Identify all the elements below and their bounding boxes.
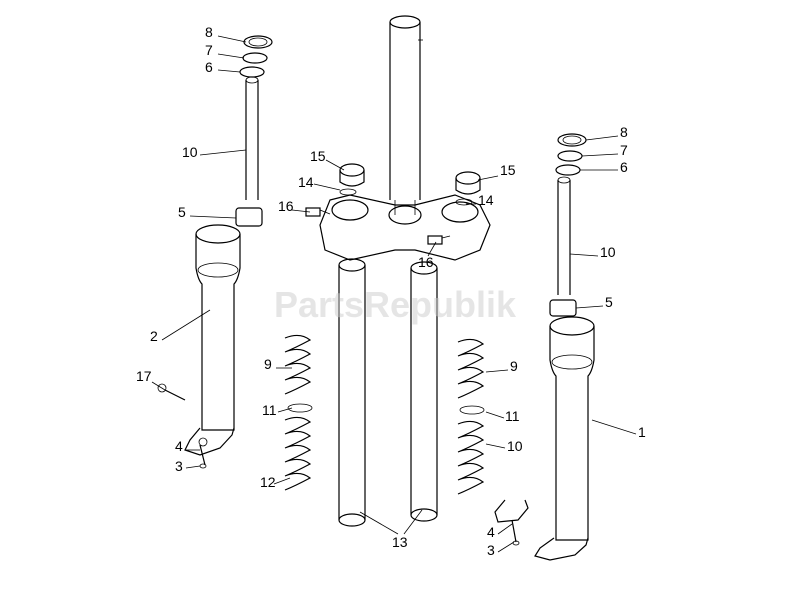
- callout-16-right: 16: [418, 254, 434, 270]
- callout-10-right: 10: [600, 244, 616, 260]
- callout-8-left: 8: [205, 24, 213, 40]
- callout-14-left: 14: [298, 174, 314, 190]
- callout-5-left: 5: [178, 204, 186, 220]
- diagram-svg: [0, 0, 800, 600]
- inner-tube-left: [339, 259, 365, 526]
- diagram-container: PartsRepublik 8 7 6 10 5 2 17 4 3 15 14 …: [0, 0, 800, 600]
- callout-3-right: 3: [487, 542, 495, 558]
- inner-tube-right: [411, 262, 437, 521]
- bracket-bolt-17: [158, 384, 185, 400]
- outer-fork-right: [535, 317, 594, 560]
- bolt-16-right: [428, 236, 450, 244]
- callout-4-right: 4: [487, 524, 495, 540]
- callout-17: 17: [136, 368, 152, 384]
- callout-15-left: 15: [310, 148, 326, 164]
- callout-10-left: 10: [182, 144, 198, 160]
- leader-lines: [152, 36, 636, 552]
- callout-9-right: 9: [510, 358, 518, 374]
- callout-1: 1: [638, 424, 646, 440]
- callout-2: 2: [150, 328, 158, 344]
- callout-11-left: 11: [262, 402, 277, 418]
- callout-8-right: 8: [620, 124, 628, 140]
- callout-5-right: 5: [605, 294, 613, 310]
- pin-4-left: [200, 445, 206, 468]
- outer-fork-left: [185, 225, 240, 455]
- shaft-left: [236, 36, 272, 226]
- callout-13: 13: [392, 534, 408, 550]
- callout-14-right: 14: [478, 192, 494, 208]
- callout-12: 12: [260, 474, 276, 490]
- callout-4-left: 4: [175, 438, 183, 454]
- steering-tube: [390, 16, 423, 200]
- callout-6-left: 6: [205, 59, 213, 75]
- shaft-right: [550, 134, 586, 316]
- spring-left: [285, 335, 312, 490]
- callout-16-left: 16: [278, 198, 294, 214]
- callout-9-left: 9: [264, 356, 272, 372]
- callout-7-left: 7: [205, 42, 213, 58]
- callout-6-right: 6: [620, 159, 628, 175]
- callout-3-left: 3: [175, 458, 183, 474]
- plug-15-left: [340, 164, 364, 195]
- callout-10-right2: 10: [507, 438, 523, 454]
- callout-7-right: 7: [620, 142, 628, 158]
- callout-15-right: 15: [500, 162, 516, 178]
- callout-11-right: 11: [505, 408, 520, 424]
